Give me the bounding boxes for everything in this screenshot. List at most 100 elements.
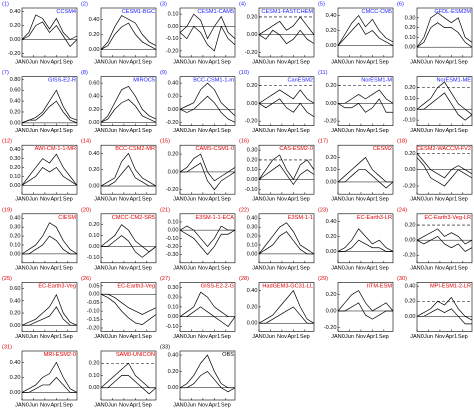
y-tick-label: 0.40 xyxy=(405,284,416,290)
panel-number: (6) xyxy=(397,1,404,7)
panel-title: GISS-E2-R xyxy=(48,78,76,84)
data-line xyxy=(258,222,315,255)
x-tick-label: Nov xyxy=(40,128,50,134)
x-tick-label: Apr1 xyxy=(50,334,62,340)
y-tick-label: 0.20 xyxy=(247,157,258,163)
x-tick-label: Jun xyxy=(266,59,275,65)
x-tick-label: Apr1 xyxy=(287,128,299,134)
x-tick-label: Jun xyxy=(29,128,38,134)
panel-number: (3) xyxy=(160,1,167,7)
x-tick-label: Apr1 xyxy=(445,59,457,65)
y-tick-label: 0.10 xyxy=(168,304,179,310)
y-tick-label: 0.20 xyxy=(326,83,337,89)
x-tick-label: JAN0 xyxy=(94,265,108,271)
y-tick-label: 0.00 xyxy=(405,314,416,320)
x-tick-label: JAN0 xyxy=(331,197,345,203)
data-line xyxy=(21,21,78,48)
y-tick-label: 0.00 xyxy=(247,251,258,257)
data-line xyxy=(416,12,473,48)
panel-frame xyxy=(337,213,394,264)
panel-number: (5) xyxy=(318,1,325,7)
x-tick-label: Nov xyxy=(119,402,129,408)
x-tick-label: Apr1 xyxy=(287,59,299,65)
y-tick-label: 0.20 xyxy=(168,369,179,375)
panel-frame xyxy=(337,282,394,332)
x-tick-label: Nov xyxy=(119,59,129,65)
panel-title: HadGEM3-GC31-LL xyxy=(262,283,313,289)
y-tick-label: 0.40 xyxy=(247,216,258,222)
x-tick-label: JAN0 xyxy=(173,59,187,65)
data-line xyxy=(100,362,156,389)
x-tick-label: Sep xyxy=(379,334,389,340)
x-tick-label: Jun xyxy=(187,128,196,134)
y-tick-label: 0.30 xyxy=(247,148,258,154)
panel-title: EC-Earth3-Veg xyxy=(38,283,76,289)
panel-number: (28) xyxy=(239,276,249,282)
y-tick-label: 0.20 xyxy=(247,83,258,89)
panel-number: (29) xyxy=(318,276,328,282)
x-tick-label: JAN0 xyxy=(94,59,108,65)
x-tick-label: JAN0 xyxy=(331,59,345,65)
y-tick-label: 0.20 xyxy=(168,94,179,100)
x-tick-label: Jun xyxy=(424,197,433,203)
y-tick-label: 0.20 xyxy=(89,167,100,173)
panel-title: CESM2 xyxy=(373,146,392,152)
x-tick-label: Nov xyxy=(40,334,50,340)
x-tick-label: Jun xyxy=(187,265,196,271)
y-tick-label: 0.10 xyxy=(10,174,21,180)
x-tick-label: JAN0 xyxy=(410,265,424,271)
y-tick-label: 0.00 xyxy=(326,308,337,314)
y-tick-label: 0.40 xyxy=(89,151,100,157)
data-line xyxy=(22,235,77,255)
y-tick-label: 0.10 xyxy=(326,167,337,173)
y-tick-label: 0.20 xyxy=(168,295,179,301)
data-line xyxy=(180,306,236,327)
y-tick-label: 0.20 xyxy=(89,32,100,38)
x-tick-label: JAN0 xyxy=(252,265,266,271)
y-tick-label: 0.20 xyxy=(10,234,21,240)
panel-title: SAM0-UNICON xyxy=(116,352,155,358)
y-tick-label: 0.00 xyxy=(10,323,21,329)
panel-title: CESM1-BGC xyxy=(122,9,155,15)
y-tick-label: 0.00 xyxy=(168,314,179,320)
y-tick-label: -0.20 xyxy=(166,48,179,54)
y-tick-label: 0.10 xyxy=(168,219,179,225)
y-tick-label: 0.10 xyxy=(247,167,258,173)
data-line xyxy=(101,293,157,315)
x-tick-label: Apr1 xyxy=(366,265,378,271)
y-tick-label: -0.10 xyxy=(87,309,100,315)
x-tick-label: Nov xyxy=(435,334,445,340)
y-tick-label: 0.10 xyxy=(405,35,416,41)
panel-number: (2) xyxy=(81,1,88,7)
x-tick-label: Apr1 xyxy=(129,334,141,340)
data-line xyxy=(100,15,157,50)
x-tick-label: Jun xyxy=(29,402,38,408)
y-tick-label: 0.20 xyxy=(405,223,416,229)
y-tick-label: 0.00 xyxy=(247,321,258,327)
y-tick-label: 0.20 xyxy=(405,299,416,305)
x-tick-label: Apr1 xyxy=(208,128,220,134)
x-tick-label: Nov xyxy=(119,128,129,134)
x-tick-label: Sep xyxy=(458,265,468,271)
panel-number: (8) xyxy=(81,70,88,76)
x-tick-label: JAN0 xyxy=(252,128,266,134)
panel-number: (11) xyxy=(318,70,328,76)
data-line xyxy=(100,293,157,326)
panel-frame xyxy=(179,76,236,126)
x-tick-label: Nov xyxy=(40,197,50,203)
panel-title: MIROC5 xyxy=(133,78,155,84)
data-line xyxy=(337,22,394,46)
panel-title: EC-Earth3-Veg xyxy=(117,283,155,289)
data-line xyxy=(258,289,315,324)
x-tick-label: Apr1 xyxy=(208,334,220,340)
y-tick-label: -0.20 xyxy=(324,325,337,331)
y-tick-label: 0.00 xyxy=(10,390,21,396)
x-tick-label: Sep xyxy=(458,197,468,203)
y-tick-label: 0.20 xyxy=(10,109,21,115)
y-tick-label: 0.00 xyxy=(326,101,337,107)
x-tick-label: Jun xyxy=(424,59,433,65)
x-tick-label: Jun xyxy=(345,59,354,65)
panel-number: (19) xyxy=(2,207,12,213)
y-tick-label: -0.10 xyxy=(403,118,416,124)
panel-frame xyxy=(179,213,236,264)
